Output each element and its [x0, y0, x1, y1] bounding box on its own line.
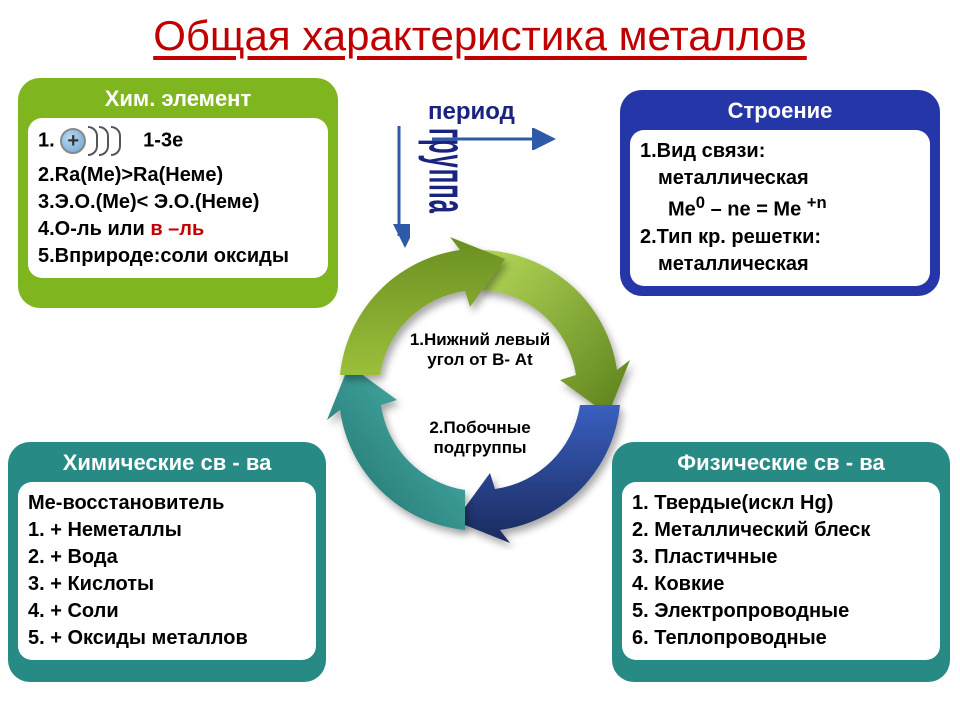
- card-chem-props: Химические св - ва Ме-восстановитель 1. …: [8, 442, 326, 682]
- card-structure: Строение 1.Вид связи: металлическая Ме0 …: [620, 90, 940, 296]
- chemp-h: Ме-восстановитель: [28, 490, 306, 517]
- shell-arc-1-icon: [88, 126, 98, 156]
- struct-l3c: – ne = Ме: [705, 199, 807, 221]
- card-phys-title: Физические св - ва: [622, 450, 940, 476]
- card-chem-body: 1. + 1-3е 2.Ra(Ме)>Ra(Неме) 3.Э.О.(Ме)< …: [28, 118, 328, 278]
- chemp-i5: 5. + Оксиды металлов: [28, 625, 306, 652]
- plus-icon: +: [60, 128, 86, 154]
- chem-i5: 5.Вприроде:соли оксиды: [38, 243, 318, 270]
- phys-i3: 3. Пластичные: [632, 544, 930, 571]
- chem-i2: 2.Ra(Ме)>Ra(Неме): [38, 162, 318, 189]
- card-chem-element: Хим. элемент 1. + 1-3е 2.Ra(Ме)>Ra(Неме)…: [18, 78, 338, 308]
- phys-i2: 2. Металлический блеск: [632, 517, 930, 544]
- chemp-i4: 4. + Соли: [28, 598, 306, 625]
- chemp-i1: 1. + Неметаллы: [28, 517, 306, 544]
- chem-i1b: 1-3е: [143, 129, 183, 151]
- struct-l5: металлическая: [640, 251, 920, 278]
- center-text-2: 2.Побочные подгруппы: [400, 418, 560, 458]
- chem-i4b: в –ль: [150, 218, 204, 240]
- phys-i4: 4. Ковкие: [632, 571, 930, 598]
- chemp-i3: 3. + Кислоты: [28, 571, 306, 598]
- card-structure-title: Строение: [630, 98, 930, 124]
- shell-arc-2-icon: [99, 126, 109, 156]
- card-phys-props: Физические св - ва 1. Твердые(искл Hg) 2…: [612, 442, 950, 682]
- struct-l4: 2.Тип кр. решетки:: [640, 224, 920, 251]
- page-title: Общая характеристика металлов: [0, 12, 960, 60]
- card-chem-title: Хим. элемент: [28, 86, 328, 112]
- struct-l3b: 0: [696, 193, 705, 212]
- card-chemp-title: Химические св - ва: [18, 450, 316, 476]
- chem-i1a: 1.: [38, 129, 55, 151]
- chem-i4a: 4.О-ль или: [38, 218, 150, 240]
- chemp-i2: 2. + Вода: [28, 544, 306, 571]
- phys-i5: 5. Электропроводные: [632, 598, 930, 625]
- shell-arc-3-icon: [111, 126, 121, 156]
- card-structure-body: 1.Вид связи: металлическая Ме0 – ne = Ме…: [630, 130, 930, 286]
- group-label: группа: [414, 128, 476, 214]
- struct-l3d: +n: [807, 193, 827, 212]
- card-phys-body: 1. Твердые(искл Hg) 2. Металлический бле…: [622, 482, 940, 660]
- card-chemp-body: Ме-восстановитель 1. + Неметаллы 2. + Во…: [18, 482, 316, 660]
- struct-l1: 1.Вид связи:: [640, 138, 920, 165]
- period-label: период: [428, 98, 515, 126]
- center-text-1: 1.Нижний левый угол от В- At: [400, 330, 560, 370]
- struct-l2: металлическая: [640, 165, 920, 192]
- phys-i6: 6. Теплопроводные: [632, 625, 930, 652]
- cycle-arrows: [320, 230, 640, 550]
- phys-i1: 1. Твердые(искл Hg): [632, 490, 930, 517]
- chem-i3: 3.Э.О.(Ме)< Э.О.(Неме): [38, 189, 318, 216]
- struct-l3a: Ме: [668, 199, 696, 221]
